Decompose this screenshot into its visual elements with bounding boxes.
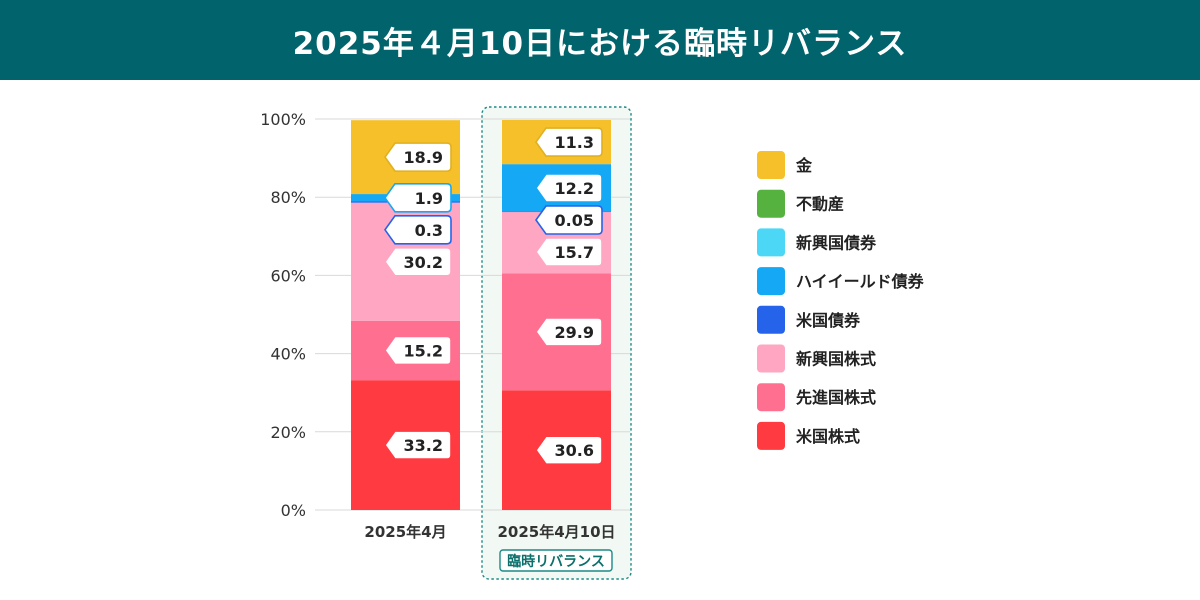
data-label-tag bbox=[535, 173, 603, 203]
data-label: 18.9 bbox=[404, 148, 443, 167]
data-label-tag bbox=[535, 237, 603, 267]
highlight-badge-text: 臨時リバランス bbox=[507, 553, 605, 570]
legend-label: ハイイールド債券 bbox=[796, 272, 925, 291]
chart-title: 2025年４月10日における臨時リバランス bbox=[292, 25, 908, 62]
legend-label: 先進国株式 bbox=[796, 388, 876, 407]
data-label-tag bbox=[535, 205, 603, 235]
data-label-tag bbox=[535, 127, 603, 157]
legend-swatch bbox=[757, 151, 785, 179]
data-label: 11.3 bbox=[555, 133, 594, 152]
data-label: 15.7 bbox=[555, 243, 594, 262]
legend-swatch bbox=[757, 344, 785, 373]
legend-label: 不動産 bbox=[796, 195, 844, 214]
x-category-label: 2025年4月 bbox=[364, 523, 446, 541]
legend-label: 米国債券 bbox=[796, 311, 861, 330]
data-label: 30.2 bbox=[404, 253, 443, 272]
legend-label: 新興国債券 bbox=[796, 233, 877, 252]
chart-title-banner: 2025年４月10日における臨時リバランス bbox=[0, 0, 1200, 80]
y-tick-label: 0% bbox=[281, 501, 306, 520]
legend-swatch bbox=[757, 421, 785, 450]
data-label-tag bbox=[384, 142, 452, 172]
data-label: 12.2 bbox=[555, 179, 594, 198]
legend-swatch bbox=[757, 228, 785, 257]
data-label-tag bbox=[535, 317, 603, 347]
legend-swatch bbox=[757, 383, 785, 412]
data-label: 29.9 bbox=[555, 323, 594, 342]
legend-label: 米国株式 bbox=[796, 427, 860, 446]
legend-label: 金 bbox=[795, 156, 813, 175]
legend-label: 新興国株式 bbox=[796, 350, 876, 369]
y-tick-label: 80% bbox=[270, 188, 306, 207]
y-tick-label: 100% bbox=[260, 110, 306, 129]
data-label-tag bbox=[535, 435, 603, 465]
y-tick-label: 60% bbox=[270, 266, 306, 285]
legend-swatch bbox=[757, 189, 785, 218]
data-label-tag bbox=[384, 430, 452, 460]
data-label: 1.9 bbox=[415, 189, 443, 208]
y-tick-label: 40% bbox=[270, 345, 306, 364]
data-label: 33.2 bbox=[404, 436, 443, 455]
highlight-badge bbox=[499, 549, 613, 572]
data-label: 30.6 bbox=[555, 441, 594, 460]
data-label-tag bbox=[384, 182, 452, 213]
data-label-tag bbox=[384, 335, 452, 366]
legend-swatch bbox=[757, 305, 785, 334]
data-label: 0.05 bbox=[555, 211, 594, 230]
data-label: 15.2 bbox=[404, 341, 443, 360]
data-label-tag bbox=[384, 246, 452, 277]
y-tick-label: 20% bbox=[270, 423, 306, 442]
x-category-label: 2025年4月10日 bbox=[497, 523, 615, 541]
data-label: 0.3 bbox=[415, 221, 443, 240]
legend-swatch bbox=[757, 267, 785, 296]
data-label-tag bbox=[384, 214, 452, 245]
stacked-bar-chart: 0% 20% 40% 60% 80% 100% 18.9 1.9 0.3 30.2 15.2 33.2… bbox=[260, 106, 925, 580]
